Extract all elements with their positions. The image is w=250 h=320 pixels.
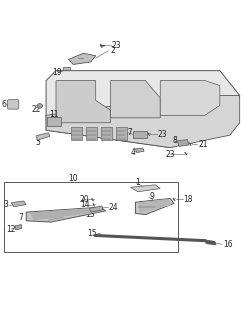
Bar — [63, 67, 69, 70]
Text: 10: 10 — [68, 174, 78, 183]
Text: 12: 12 — [6, 225, 16, 234]
Text: 20: 20 — [79, 195, 88, 204]
Text: 23: 23 — [164, 150, 174, 159]
Text: 13: 13 — [85, 210, 94, 219]
Polygon shape — [130, 185, 160, 192]
Polygon shape — [26, 207, 105, 222]
Text: 22: 22 — [31, 105, 40, 114]
Text: 24: 24 — [108, 203, 118, 212]
Text: 4: 4 — [130, 148, 135, 157]
Bar — [47, 117, 61, 126]
Text: 8: 8 — [172, 136, 176, 145]
Polygon shape — [135, 198, 173, 215]
Bar — [70, 127, 82, 140]
Polygon shape — [135, 148, 143, 153]
Text: 2: 2 — [110, 46, 115, 55]
Polygon shape — [36, 133, 50, 140]
Text: 6: 6 — [2, 100, 6, 109]
Polygon shape — [46, 95, 239, 148]
Text: 16: 16 — [222, 240, 232, 249]
Bar — [86, 127, 96, 140]
Polygon shape — [110, 81, 160, 118]
Text: 11: 11 — [49, 109, 58, 119]
Polygon shape — [89, 206, 103, 212]
Polygon shape — [11, 201, 26, 207]
Text: 23: 23 — [157, 130, 166, 139]
Polygon shape — [68, 53, 95, 64]
Text: 1: 1 — [135, 178, 140, 187]
Bar — [132, 131, 146, 138]
Polygon shape — [46, 71, 239, 148]
Bar — [100, 127, 112, 140]
Polygon shape — [56, 81, 110, 123]
Text: 14: 14 — [80, 200, 90, 209]
Text: 19: 19 — [52, 68, 62, 77]
Polygon shape — [177, 140, 188, 146]
Text: 3: 3 — [4, 200, 9, 209]
Polygon shape — [160, 81, 219, 115]
Text: 17: 17 — [122, 128, 132, 137]
Text: 23: 23 — [112, 41, 121, 50]
Ellipse shape — [37, 104, 43, 108]
Polygon shape — [204, 240, 215, 245]
Text: 7: 7 — [18, 212, 23, 221]
Text: 9: 9 — [148, 192, 153, 201]
Text: 21: 21 — [198, 140, 207, 148]
Polygon shape — [15, 225, 22, 230]
Polygon shape — [31, 208, 98, 220]
Text: 5: 5 — [36, 138, 40, 147]
Text: 15: 15 — [87, 229, 96, 238]
Bar — [115, 127, 126, 140]
Text: 18: 18 — [182, 195, 192, 204]
FancyBboxPatch shape — [8, 100, 19, 109]
Polygon shape — [138, 200, 170, 212]
